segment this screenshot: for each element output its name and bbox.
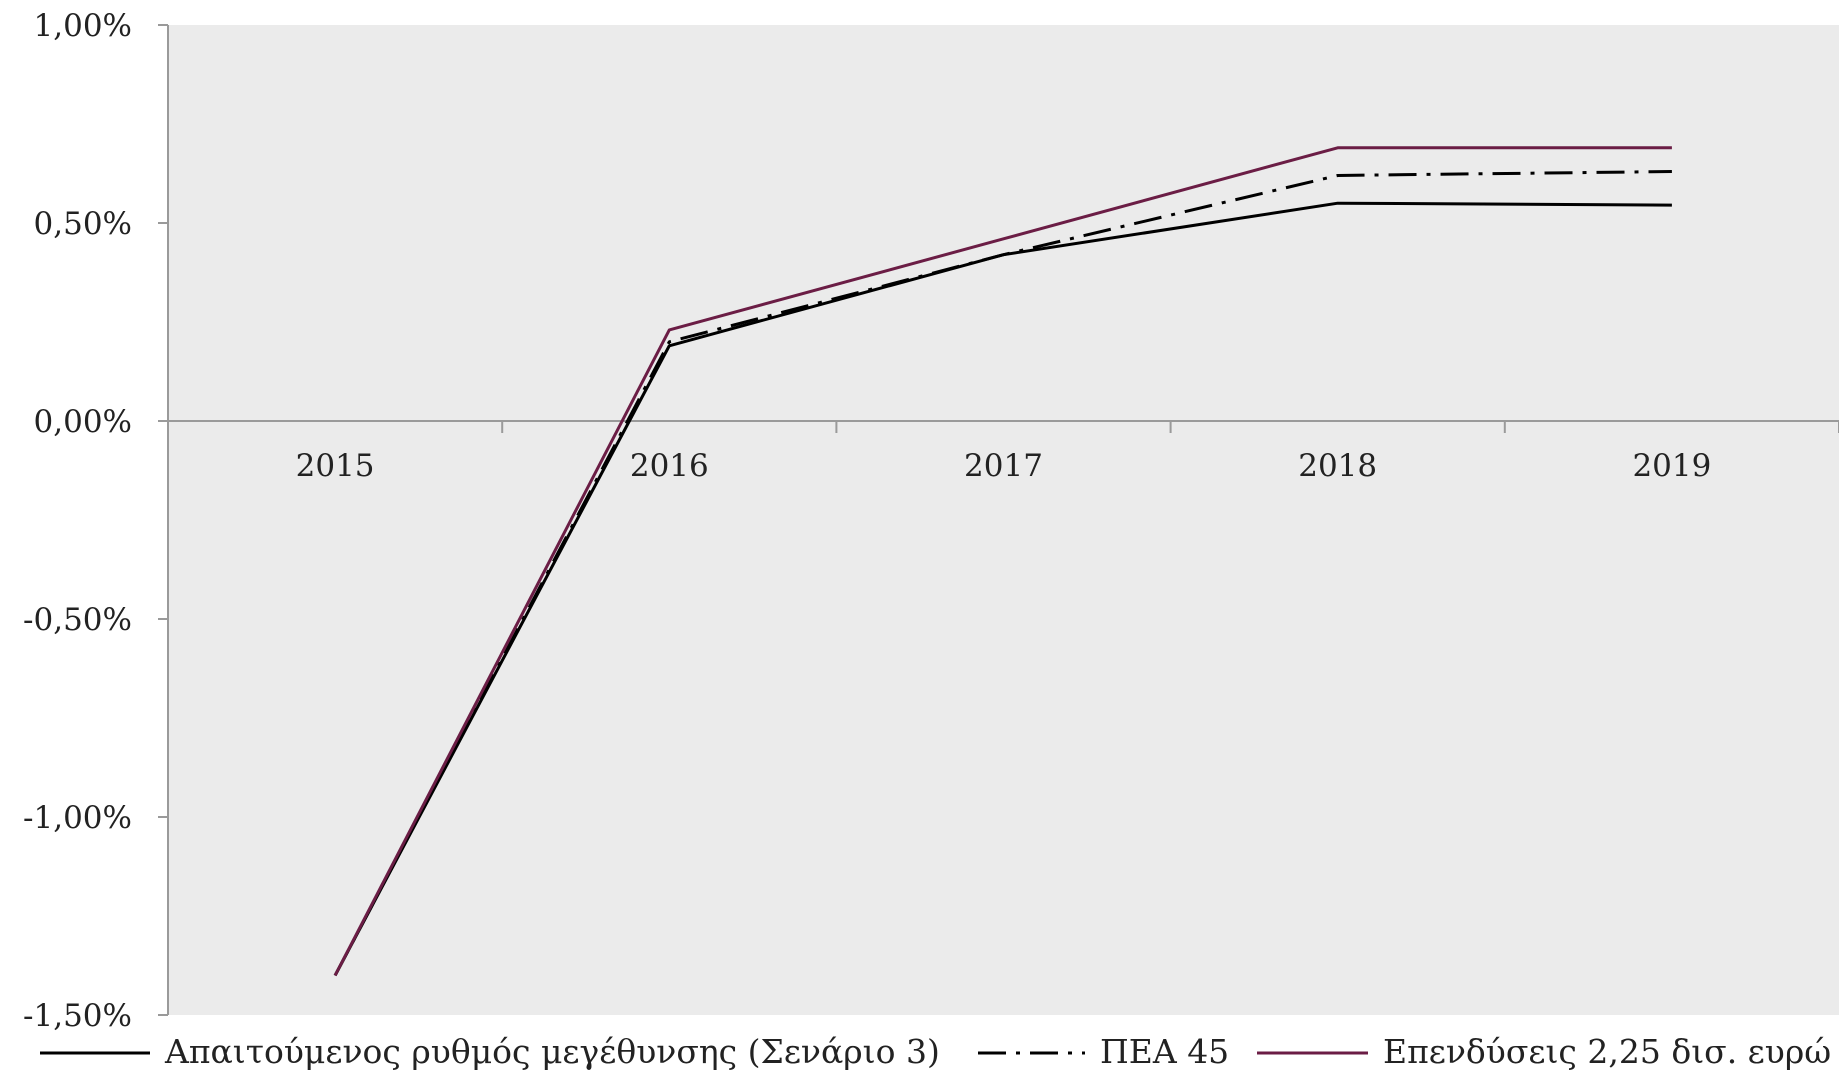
x-tick-label: 2016 xyxy=(630,448,709,484)
y-tick-label: 0,50% xyxy=(34,206,132,242)
x-tick-label: 2019 xyxy=(1632,448,1711,484)
legend-label-3: Επενδύσεις 2,25 δισ. ευρώ xyxy=(1383,1032,1831,1071)
legend-label-2: ΠΕΑ 45 xyxy=(1100,1032,1229,1071)
y-tick-label: -1,50% xyxy=(23,998,132,1034)
series-line-3 xyxy=(333,146,1672,977)
plot-area xyxy=(168,25,1839,1015)
y-tick-label: 0,00% xyxy=(34,404,132,440)
y-tick-label: -1,00% xyxy=(23,800,132,836)
x-tick-label: 2017 xyxy=(964,448,1043,484)
x-tick-label: 2015 xyxy=(296,448,375,484)
y-tick-label: -0,50% xyxy=(23,602,132,638)
legend-label-1: Απαιτούμενος ρυθμός μεγέθυνσης (Σενάριο … xyxy=(164,1032,940,1071)
y-tick-label: 1,00% xyxy=(34,8,132,44)
x-tick-label: 2018 xyxy=(1298,448,1377,484)
series-line-2 xyxy=(333,170,1672,977)
